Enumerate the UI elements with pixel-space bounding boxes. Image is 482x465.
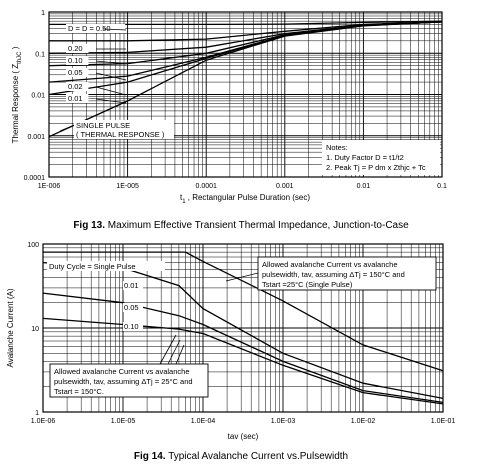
x-tick-label: 1E-006 [38, 183, 61, 190]
fig13-text: Maximum Effective Transient Thermal Impe… [107, 220, 409, 231]
y-axis-title-part: Thermal Response ( Z [11, 64, 20, 144]
series-label: D = D = 0.50 [68, 24, 111, 33]
x-tick-label: 0.0001 [195, 183, 217, 190]
single-pulse-label-bg [74, 120, 174, 139]
series-label: 0.01 [124, 281, 139, 290]
fig13-number: Fig 13. [73, 220, 106, 231]
series-label: 0.05 [68, 68, 83, 77]
y-tick-label: 0.001 [27, 134, 45, 141]
fig14-text: Typical Avalanche Current vs.Pulsewidth [168, 451, 349, 462]
x-tick-label: 1.0E-01 [431, 418, 456, 425]
single-pulse-label: SINGLE PULSE [76, 121, 130, 130]
y-tick-label: 0.01 [31, 93, 45, 100]
label-leader [59, 125, 73, 132]
series-label-bg [66, 56, 89, 65]
annotation-box [49, 363, 209, 398]
series-label-bg [123, 322, 143, 331]
x-tick-label: 0.001 [276, 183, 294, 190]
series-label-bg [66, 68, 89, 77]
x-tick-label: 0.1 [437, 183, 447, 190]
annotation-leader [167, 339, 181, 365]
duty-cycle-label-bg [47, 261, 165, 271]
y-axis-title: Avalanche Current (A) [6, 288, 15, 367]
series-line [42, 292, 444, 404]
annotation-text: Tstart =25°C (Single Pulse) [262, 280, 353, 289]
notes-box-bg [322, 140, 440, 175]
avalanche-current-chart: 1.0E-06 1.0E-05 1.0E-04 1.0E-03 1.0E-02 1.0E-… [6, 242, 456, 441]
series-label-bg [66, 94, 89, 103]
annotation-leader [159, 334, 177, 365]
y-tick-label: 1 [41, 10, 45, 17]
notes-title: Notes: [326, 143, 348, 152]
x-tick-label: 1.0E-02 [351, 418, 376, 425]
x-tick-label: 1E-005 [116, 183, 139, 190]
duty-cycle-label: Duty Cycle = Single Pulse [49, 262, 136, 271]
y-tick-label: 100 [27, 242, 39, 249]
x-tick-label: 1.0E-03 [271, 418, 296, 425]
annotation-text: Allowed avalanche Current vs avalanche [262, 260, 398, 269]
y-axis-title: Thermal Response ( ZthJC ) [11, 46, 23, 143]
annotation-box [257, 256, 437, 291]
annotation-leader [175, 344, 185, 365]
fig13-caption: Fig 13. Maximum Effective Transient Ther… [0, 220, 482, 231]
series-label-bg [123, 303, 143, 312]
series-label-bg [66, 82, 89, 91]
x-axis-title-part: , Rectangular Pulse Duration (sec) [186, 193, 311, 202]
plot-frame [42, 243, 444, 413]
series-label: 0.01 [68, 94, 83, 103]
annotation-text: pulsewidth, tav, assuming ΔTj = 150°C an… [262, 270, 405, 279]
x-tick-label: 1.0E-04 [191, 418, 216, 425]
label-leader [102, 28, 127, 31]
series-label-bg [123, 281, 143, 290]
series-label: 0.10 [68, 56, 83, 65]
x-axis-title: tav (sec) [228, 432, 259, 441]
label-leader [95, 60, 127, 65]
x-axis-title: t1 , Rectangular Pulse Duration (sec) [180, 193, 310, 205]
annotation-text: pulsewidth, tav, assuming ΔTj = 25°C and [54, 377, 193, 386]
x-tick-label: 0.01 [357, 183, 371, 190]
y-tick-label: 0.1 [35, 51, 45, 58]
series-line [43, 251, 444, 372]
series-label: 0.05 [124, 303, 139, 312]
y-tick-label: 1 [35, 410, 39, 417]
y-axis-title-part: ) [11, 46, 20, 51]
series-line [48, 21, 443, 138]
label-leader [95, 86, 127, 96]
series-label-bg [66, 44, 89, 53]
x-tick-label: 1.0E-06 [31, 418, 56, 425]
label-leader [95, 72, 127, 81]
x-axis-title-part: t [180, 193, 183, 202]
series-label: 0.20 [68, 44, 83, 53]
annotation-leader [225, 272, 259, 282]
x-axis-title-part: 1 [182, 199, 186, 205]
y-tick-label: 0.0001 [24, 175, 46, 182]
y-axis-title-part: thJC [17, 51, 23, 64]
annotation-text: Allowed avalanche Current vs avalanche [54, 367, 190, 376]
annotation-text: Tstart = 150°C. [54, 387, 104, 396]
thermal-impedance-chart: 1E-006 1E-005 0.0001 0.001 0.01 0.1 1 0.1 0.01 0.… [11, 10, 447, 205]
notes-line: 2. Peak Tj = P dm x Zthjc + Tc [326, 163, 426, 172]
x-tick-label: 1.0E-05 [111, 418, 136, 425]
single-pulse-label: ( THERMAL RESPONSE ) [76, 130, 165, 139]
fig14-caption: Fig 14. Typical Avalanche Current vs.Pul… [0, 451, 482, 462]
label-leader [95, 98, 127, 104]
y-tick-label: 10 [31, 326, 39, 333]
notes-line: 1. Duty Factor D = t1/t2 [326, 153, 404, 162]
fig14-number: Fig 14. [133, 451, 166, 462]
series-label: 0.02 [68, 82, 83, 91]
series-label-bg [66, 24, 126, 33]
series-label: 0.10 [124, 322, 139, 331]
